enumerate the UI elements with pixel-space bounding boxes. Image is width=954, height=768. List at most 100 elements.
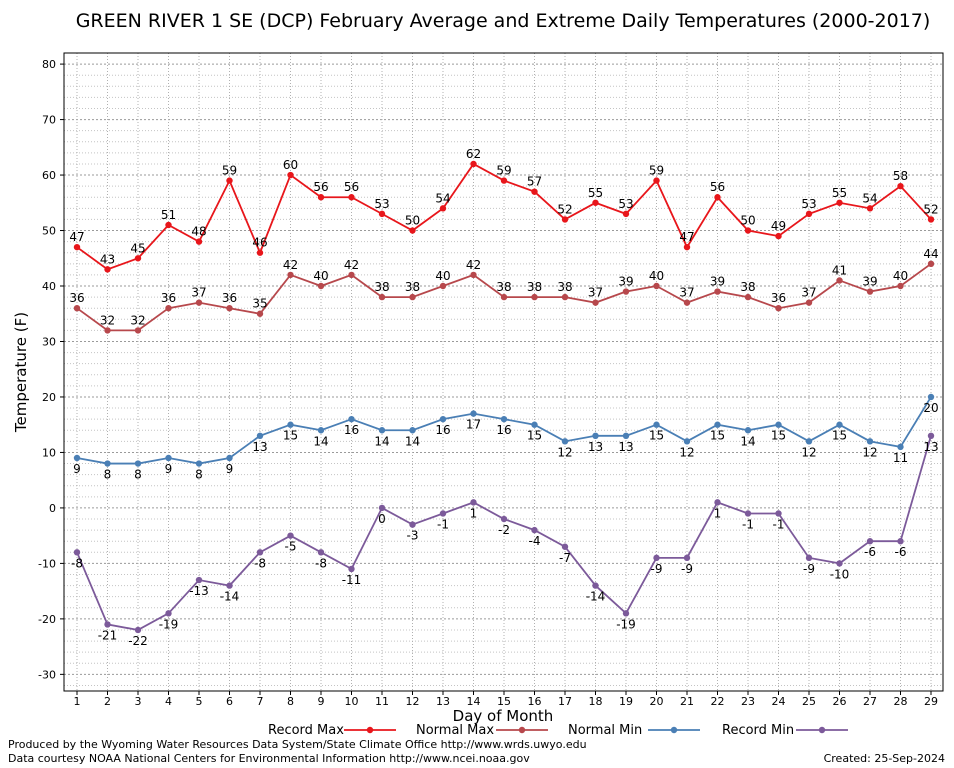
normal-max-point: [775, 305, 782, 312]
record-max-data-label: 46: [252, 236, 267, 250]
normal-min-data-label: 13: [588, 440, 603, 454]
normal-max-data-label: 41: [832, 263, 847, 277]
normal-min-point: [378, 427, 386, 434]
normal-max-data-label: 40: [893, 269, 908, 283]
record-min-point: [378, 504, 386, 512]
record-min-data-label: -8: [254, 556, 266, 570]
normal-max-data-label: 42: [466, 258, 481, 272]
normal-max-point: [317, 282, 325, 290]
legend-marker-record-min: [818, 726, 826, 734]
record-max-data-label: 59: [649, 164, 664, 178]
legend-label-record-max: Record Max: [268, 723, 344, 738]
record-min-data-label: -2: [498, 523, 510, 537]
normal-min-point: [714, 421, 721, 428]
legend-label-normal-max: Normal Max: [416, 723, 494, 738]
record-max-point: [104, 266, 111, 273]
legend-label-record-min: Record Min: [722, 723, 794, 738]
normal-max-point: [744, 293, 752, 301]
record-min-point: [165, 610, 172, 617]
normal-max-point: [256, 310, 264, 317]
legend-marker-normal-min: [670, 726, 678, 734]
x-tick-label: 6: [226, 695, 233, 708]
normal-max-data-label: 40: [435, 269, 450, 283]
normal-min-data-label: 15: [283, 429, 298, 443]
y-tick-label: 40: [42, 280, 56, 293]
normal-min-point: [134, 460, 142, 467]
normal-max-point: [622, 288, 630, 295]
record-min-data-label: -7: [559, 551, 571, 565]
record-min-point: [714, 499, 721, 506]
record-max-data-label: 60: [283, 158, 298, 172]
record-max-point: [409, 227, 416, 234]
record-min-point: [653, 554, 660, 562]
normal-min-data-label: 14: [374, 434, 389, 448]
record-min-data-label: -3: [407, 529, 419, 543]
normal-min-point: [348, 415, 355, 423]
record-max-point: [592, 199, 599, 206]
record-max-data-label: 48: [191, 225, 206, 239]
normal-max-point: [134, 327, 142, 334]
record-max-data-label: 52: [923, 202, 938, 216]
legend-marker-record-max: [366, 726, 374, 734]
record-max-data-label: 59: [496, 164, 511, 178]
y-tick-label: 10: [42, 446, 56, 459]
normal-min-point: [622, 432, 630, 439]
normal-max-point: [378, 293, 386, 301]
record-max-data-label: 56: [710, 180, 725, 194]
record-min-point: [592, 582, 599, 589]
normal-min-data-label: 15: [771, 429, 786, 443]
record-min-data-label: -1: [437, 517, 449, 531]
x-tick-label: 26: [833, 695, 847, 708]
normal-min-data-label: 15: [527, 429, 542, 443]
x-tick-label: 8: [287, 695, 294, 708]
record-max-point: [256, 249, 264, 256]
record-max-point: [683, 243, 691, 251]
normal-min-data-label: 12: [557, 445, 572, 459]
record-min-data-label: 0: [378, 512, 386, 526]
normal-min-data-label: 16: [435, 423, 450, 437]
normal-min-data-label: 9: [226, 462, 234, 476]
record-min-point: [348, 565, 355, 573]
record-min-data-label: -1: [773, 517, 785, 531]
chart-title: GREEN RIVER 1 SE (DCP) February Average …: [76, 10, 931, 32]
record-max-data-label: 52: [557, 202, 572, 216]
record-min-point: [226, 582, 233, 589]
record-min-data-label: 1: [470, 506, 478, 520]
normal-max-data-label: 36: [222, 291, 237, 305]
x-tick-label: 14: [467, 695, 481, 708]
record-max-data-label: 43: [100, 252, 115, 266]
record-max-data-label: 53: [374, 197, 389, 211]
normal-min-point: [744, 427, 752, 434]
record-max-data-label: 53: [618, 197, 633, 211]
normal-max-point: [866, 288, 874, 295]
record-max-point: [897, 182, 904, 190]
normal-max-data-label: 40: [313, 269, 328, 283]
normal-min-data-label: 13: [252, 440, 267, 454]
normal-min-data-label: 9: [165, 462, 173, 476]
normal-max-point: [470, 271, 477, 279]
normal-max-data-label: 32: [100, 313, 115, 327]
record-min-point: [836, 560, 843, 567]
normal-min-data-label: 16: [496, 423, 511, 437]
grid: [64, 52, 943, 691]
record-min-point: [531, 526, 538, 534]
record-max-point: [744, 227, 752, 234]
normal-max-data-label: 36: [161, 291, 176, 305]
series-normal-max: 36 32 32 36 37 36 35 42 40 42 38 38 40 42 38 38 38 37 39 40…: [69, 247, 939, 334]
normal-min-point: [165, 454, 172, 462]
record-min-data-label: -10: [830, 567, 850, 581]
normal-min-point: [409, 427, 416, 434]
record-max-data-label: 55: [588, 186, 603, 200]
normal-max-data-label: 37: [191, 286, 206, 300]
y-tick-label: 70: [42, 114, 56, 127]
record-max-point: [836, 199, 843, 206]
normal-min-data-label: 15: [649, 429, 664, 443]
normal-max-point: [592, 299, 599, 306]
normal-max-point: [653, 282, 660, 290]
normal-max-data-label: 39: [618, 275, 633, 289]
record-max-point: [531, 188, 538, 195]
normal-min-point: [531, 421, 538, 428]
record-min-point: [927, 432, 935, 439]
record-min-point: [409, 521, 416, 528]
